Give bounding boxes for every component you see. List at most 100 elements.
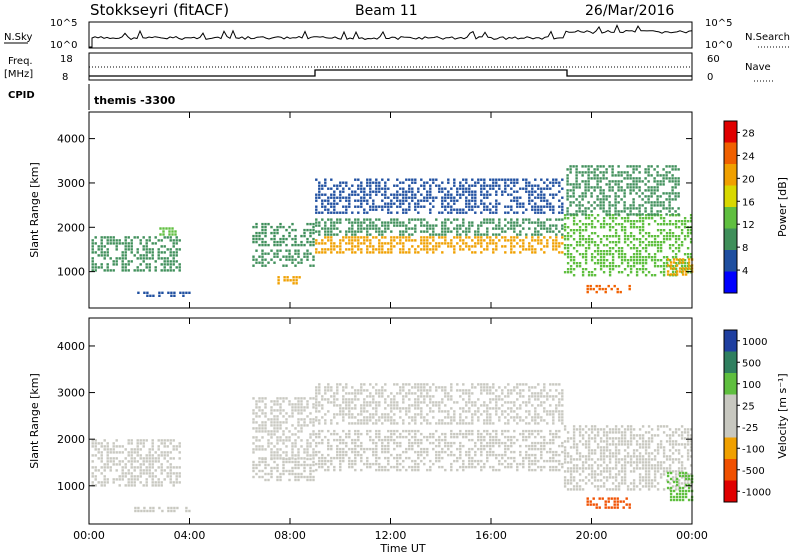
- data-cell: [666, 258, 670, 261]
- data-cell: [450, 245, 453, 248]
- data-cell: [426, 447, 429, 451]
- data-cell: [587, 247, 591, 250]
- data-cell: [659, 241, 663, 244]
- data-cell: [393, 236, 396, 239]
- data-cell: [396, 462, 399, 466]
- data-cell: [267, 261, 270, 264]
- data-region: [315, 236, 564, 254]
- data-cell: [348, 205, 351, 208]
- data-cell: [471, 392, 474, 395]
- data-cell: [638, 488, 642, 491]
- data-cell: [623, 467, 627, 470]
- data-cell: [486, 419, 489, 422]
- data-region: [91, 236, 181, 272]
- data-cell: [399, 187, 402, 190]
- data-cell: [519, 407, 522, 410]
- data-cell: [127, 260, 130, 263]
- data-cell: [552, 248, 555, 251]
- data-cell: [127, 236, 130, 239]
- data-cell: [145, 478, 148, 481]
- data-cell: [653, 189, 656, 192]
- data-cell: [354, 389, 357, 392]
- data-cell: [647, 476, 651, 479]
- data-cell: [357, 239, 360, 242]
- data-cell: [604, 287, 607, 291]
- data-cell: [629, 192, 632, 195]
- data-cell: [671, 223, 675, 226]
- data-cell: [146, 509, 149, 513]
- data-cell: [635, 186, 638, 189]
- data-cell: [176, 506, 179, 510]
- data-cell: [450, 407, 453, 410]
- beam-title: Beam 11: [355, 3, 418, 19]
- data-cell: [474, 404, 477, 407]
- data-cell: [486, 248, 489, 251]
- data-cell: [653, 192, 656, 195]
- data-cell: [357, 184, 360, 187]
- data-cell: [345, 450, 348, 454]
- data-cell: [429, 459, 432, 463]
- colorbar-segment: [724, 121, 737, 143]
- data-cell: [444, 416, 447, 419]
- data-cell: [384, 193, 387, 196]
- data-cell: [288, 439, 291, 442]
- data-cell: [378, 190, 381, 193]
- data-cell: [100, 460, 103, 463]
- data-cell: [510, 410, 513, 413]
- data-cell: [133, 475, 136, 478]
- data-cell: [354, 245, 357, 248]
- data-cell: [462, 459, 465, 463]
- data-cell: [441, 233, 444, 236]
- data-cell: [605, 470, 609, 473]
- data-cell: [558, 218, 561, 221]
- data-cell: [276, 469, 279, 473]
- data-cell: [345, 383, 348, 386]
- data-cell: [596, 198, 599, 201]
- data-cell: [414, 429, 417, 433]
- data-cell: [270, 436, 273, 439]
- data-cell: [552, 468, 555, 472]
- data-cell: [366, 459, 369, 463]
- data-cell: [647, 253, 651, 256]
- data-cell: [659, 217, 663, 220]
- data-cell: [534, 462, 537, 466]
- data-cell: [665, 470, 669, 473]
- data-cell: [381, 386, 384, 389]
- data-cell: [629, 174, 632, 177]
- data-cell: [495, 429, 498, 433]
- data-cell: [477, 233, 480, 236]
- data-cell: [441, 450, 444, 454]
- data-cell: [396, 236, 399, 239]
- data-cell: [172, 260, 175, 263]
- data-cell: [375, 205, 378, 208]
- data-cell: [689, 229, 693, 232]
- data-cell: [151, 257, 154, 260]
- data-cell: [662, 235, 666, 238]
- data-cell: [402, 208, 405, 211]
- data-cell: [318, 211, 321, 214]
- data-cell: [348, 187, 351, 190]
- data-cell: [686, 256, 690, 259]
- data-cell: [414, 438, 417, 442]
- data-cell: [620, 180, 623, 183]
- data-cell: [139, 257, 142, 260]
- data-cell: [549, 465, 552, 469]
- data-cell: [345, 432, 348, 436]
- data-cell: [172, 245, 175, 248]
- data-cell: [411, 245, 414, 248]
- data-cell: [644, 259, 648, 262]
- data-cell: [480, 450, 483, 454]
- data-cell: [103, 245, 106, 248]
- data-cell: [106, 254, 109, 257]
- data-cell: [492, 429, 495, 433]
- data-cell: [408, 208, 411, 211]
- data-cell: [360, 248, 363, 251]
- data-cell: [447, 193, 450, 196]
- data-cell: [561, 178, 564, 181]
- data-cell: [429, 227, 432, 230]
- data-cell: [423, 239, 426, 242]
- data-cell: [148, 460, 151, 463]
- data-cell: [626, 488, 630, 491]
- data-cell: [157, 251, 160, 254]
- data-cell: [315, 395, 318, 398]
